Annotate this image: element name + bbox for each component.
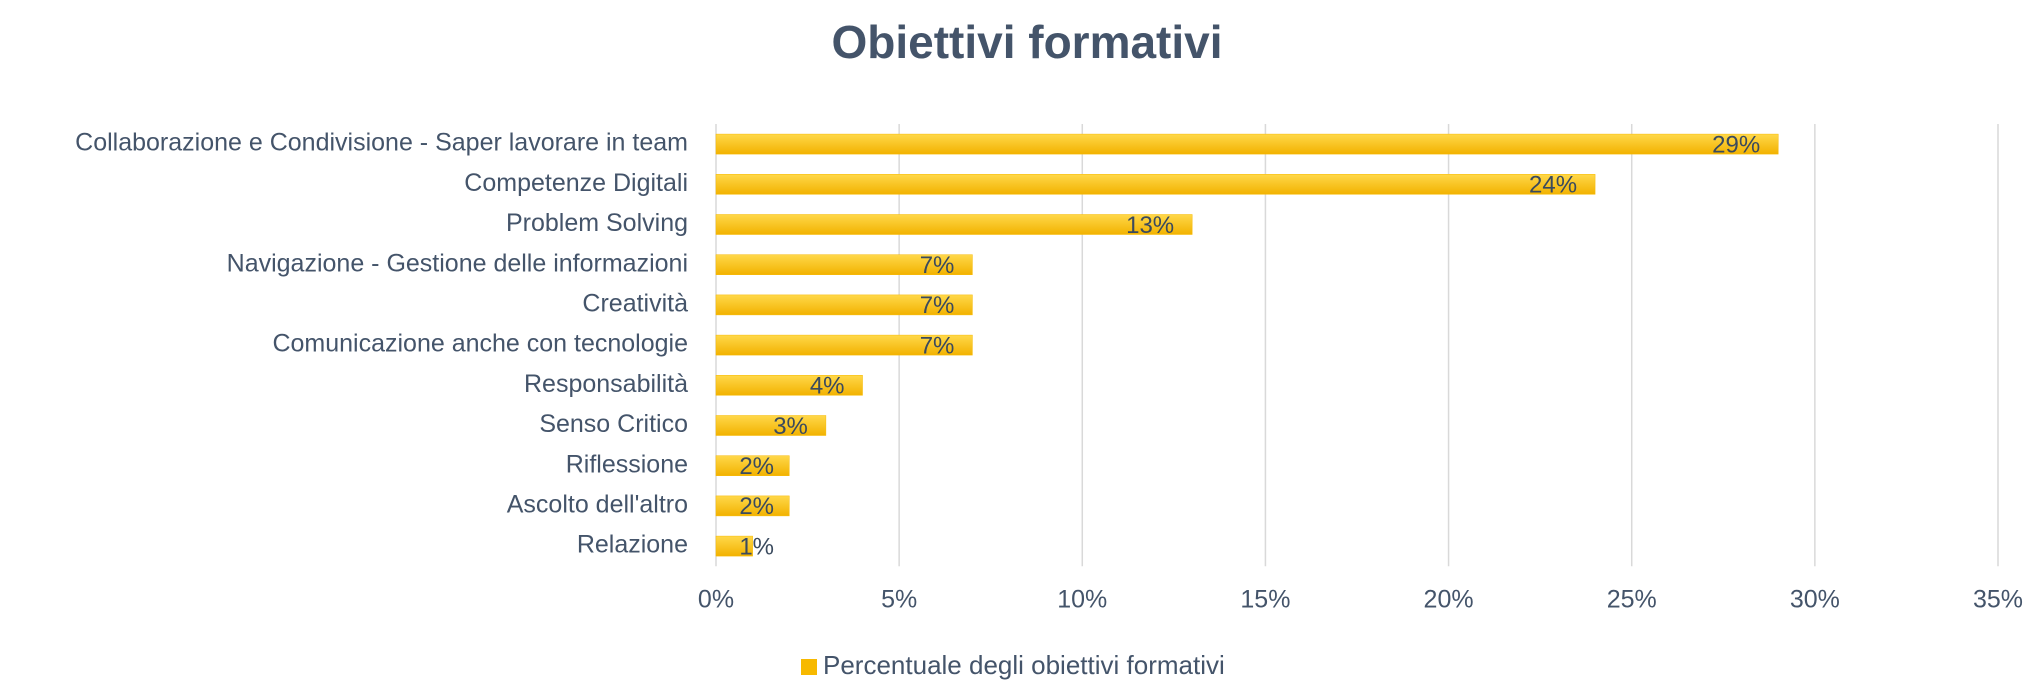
data-label: 2% (739, 493, 774, 520)
bar (715, 495, 790, 517)
y-tick-label: Comunicazione anche con tecnologie (272, 330, 688, 358)
y-tick-label: Senso Critico (539, 410, 688, 438)
data-label: 13% (1126, 212, 1174, 239)
data-label: 2% (739, 453, 774, 480)
bar (715, 214, 1193, 235)
x-tick-label: 35% (1973, 586, 2023, 614)
data-label: 29% (1712, 131, 1760, 158)
x-tick-label: 15% (1240, 586, 1290, 614)
bar (715, 294, 973, 316)
x-tick-label: 25% (1607, 586, 1657, 614)
y-tick-label: Creatività (582, 290, 688, 318)
y-tick-label: Riflessione (566, 450, 688, 478)
bar (715, 133, 1779, 155)
bar (715, 535, 753, 557)
x-tick-label: 0% (698, 586, 734, 614)
legend-label: Percentuale degli obiettivi formativi (823, 650, 1225, 680)
y-tick-label: Relazione (577, 531, 688, 559)
y-tick-label: Collaborazione e Condivisione - Saper la… (75, 129, 688, 157)
bar (715, 334, 973, 356)
x-tick-label: 20% (1424, 586, 1474, 614)
bar (715, 174, 1596, 195)
y-tick-label: Problem Solving (506, 209, 688, 237)
data-label: 4% (810, 373, 845, 400)
y-tick-label: Navigazione - Gestione delle informazion… (227, 249, 688, 277)
legend-swatch (801, 659, 817, 675)
x-tick-label: 10% (1057, 586, 1107, 614)
data-label: 24% (1529, 172, 1577, 199)
data-label: 7% (920, 252, 955, 279)
x-tick-label: 30% (1790, 586, 1840, 614)
bar (715, 254, 973, 275)
bar (715, 375, 863, 396)
y-tick-label: Responsabilità (524, 370, 688, 398)
data-label: 1% (739, 533, 774, 560)
bar (715, 415, 827, 436)
data-label: 3% (773, 413, 808, 440)
chart-title: Obiettivi formativi (831, 16, 1222, 68)
bar (715, 455, 790, 476)
y-tick-label: Ascolto dell'altro (507, 491, 688, 519)
y-tick-label: Competenze Digitali (464, 169, 688, 197)
x-tick-label: 5% (881, 586, 917, 614)
data-label: 7% (920, 332, 955, 359)
data-label: 7% (920, 292, 955, 319)
